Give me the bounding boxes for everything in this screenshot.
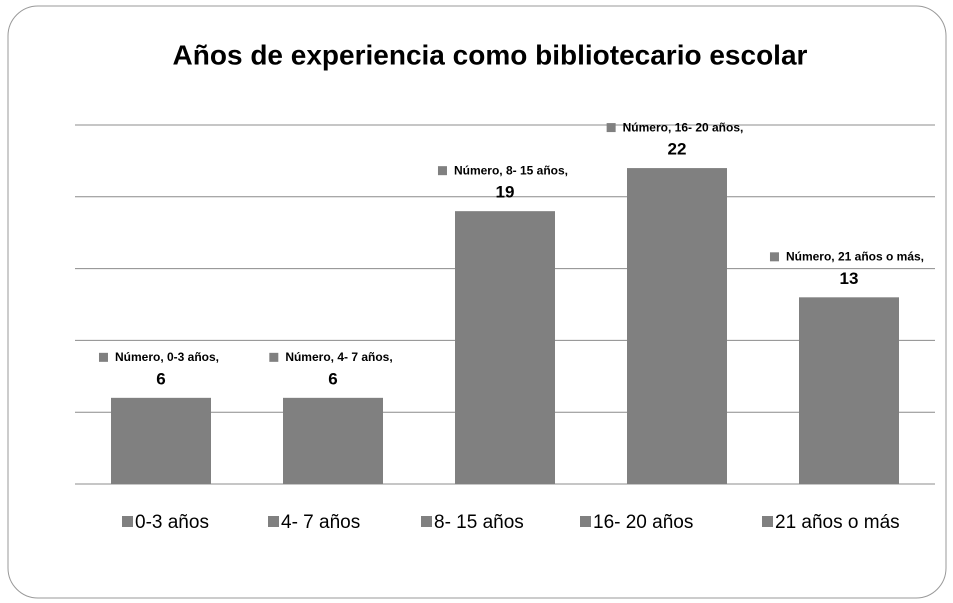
data-label-key bbox=[269, 352, 279, 362]
legend-label: 4- 7 años bbox=[281, 512, 360, 533]
data-label: 19 bbox=[496, 183, 515, 202]
data-label-key bbox=[437, 166, 447, 176]
legend-swatch bbox=[762, 516, 773, 527]
legend-swatch bbox=[122, 516, 133, 527]
data-label-name: Número, 16- 20 años, bbox=[623, 120, 744, 134]
chart-title: Años de experiencia como bibliotecario e… bbox=[173, 39, 808, 70]
bar bbox=[455, 211, 555, 484]
bar bbox=[283, 397, 383, 484]
data-label: 6 bbox=[156, 369, 165, 388]
legend-swatch bbox=[580, 516, 591, 527]
bar bbox=[111, 397, 211, 484]
data-label-name: Número, 4- 7 años, bbox=[285, 350, 392, 364]
bar bbox=[627, 168, 727, 484]
legend-swatch bbox=[268, 516, 279, 527]
legend-swatch bbox=[421, 516, 432, 527]
data-label-key bbox=[98, 352, 108, 362]
data-label-name: Número, 8- 15 años, bbox=[454, 163, 568, 177]
data-label-key bbox=[606, 123, 616, 133]
data-label-name: Número, 21 años o más, bbox=[786, 249, 924, 263]
legend-label: 8- 15 años bbox=[434, 512, 524, 533]
legend-label: 21 años o más bbox=[775, 512, 900, 533]
bar bbox=[799, 297, 899, 484]
legend-label: 0-3 años bbox=[135, 512, 209, 533]
data-label: 6 bbox=[328, 369, 337, 388]
data-label: 13 bbox=[840, 269, 859, 288]
legend-label: 16- 20 años bbox=[593, 512, 693, 533]
data-label-name: Número, 0-3 años, bbox=[115, 350, 219, 364]
data-label-key bbox=[769, 252, 779, 262]
data-label: 22 bbox=[668, 140, 687, 159]
